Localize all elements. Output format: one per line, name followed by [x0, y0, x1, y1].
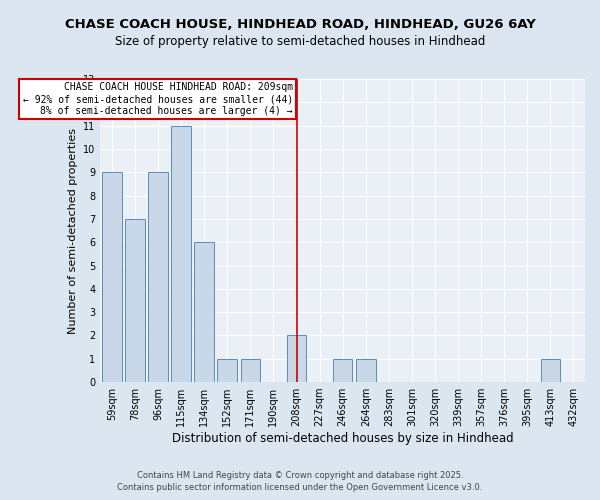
Bar: [541, 359, 560, 382]
Bar: [356, 359, 376, 382]
Text: CHASE COACH HOUSE, HINDHEAD ROAD, HINDHEAD, GU26 6AY: CHASE COACH HOUSE, HINDHEAD ROAD, HINDHE…: [65, 18, 535, 30]
X-axis label: Distribution of semi-detached houses by size in Hindhead: Distribution of semi-detached houses by …: [172, 432, 514, 445]
Bar: [148, 172, 168, 382]
Y-axis label: Number of semi-detached properties: Number of semi-detached properties: [68, 128, 77, 334]
Bar: [287, 336, 307, 382]
Bar: [333, 359, 352, 382]
Bar: [217, 359, 237, 382]
Text: CHASE COACH HOUSE HINDHEAD ROAD: 209sqm
← 92% of semi-detached houses are smalle: CHASE COACH HOUSE HINDHEAD ROAD: 209sqm …: [23, 82, 293, 116]
Bar: [125, 219, 145, 382]
Bar: [102, 172, 122, 382]
Text: Contains HM Land Registry data © Crown copyright and database right 2025.
Contai: Contains HM Land Registry data © Crown c…: [118, 471, 482, 492]
Text: Size of property relative to semi-detached houses in Hindhead: Size of property relative to semi-detach…: [115, 35, 485, 48]
Bar: [241, 359, 260, 382]
Bar: [194, 242, 214, 382]
Bar: [172, 126, 191, 382]
